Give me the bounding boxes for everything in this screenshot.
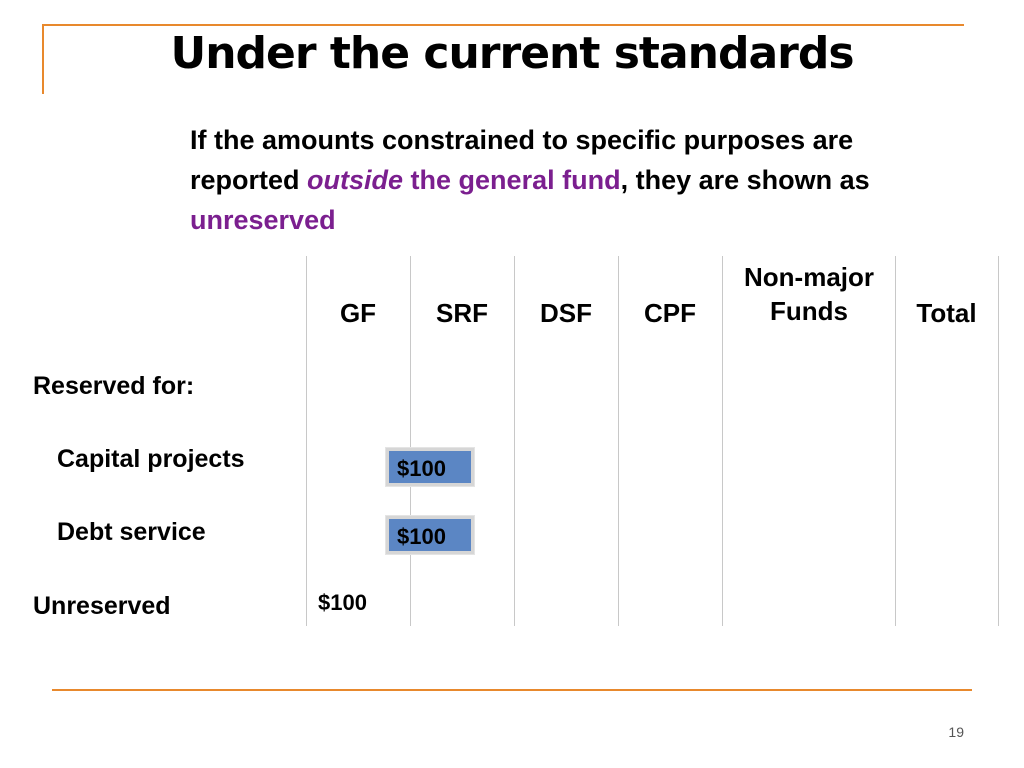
- column-divider: [722, 256, 723, 626]
- slide-subtitle: If the amounts constrained to specific p…: [190, 120, 910, 240]
- unreserved-gf-value: $100: [318, 590, 367, 615]
- column-header-dsf: DSF: [540, 298, 592, 328]
- column-header-cpf: CPF: [644, 298, 696, 328]
- page-number: 19: [948, 724, 964, 740]
- row-label-debt-service: Debt service: [57, 518, 206, 546]
- row-label-reserved-for: Reserved for:: [33, 372, 195, 400]
- subtitle-text-1: If the amounts constrained to specific p…: [190, 125, 854, 195]
- row-label-capital-projects: Capital projects: [57, 445, 245, 473]
- column-header-gf: GF: [339, 298, 377, 328]
- column-divider: [998, 256, 999, 626]
- subtitle-text-2: , they are shown as: [620, 165, 870, 195]
- capital-projects-value-box: $100: [386, 448, 474, 486]
- column-divider: [895, 256, 896, 626]
- column-divider: [618, 256, 619, 626]
- column-divider: [306, 256, 307, 626]
- slide-title: Under the current standards: [170, 28, 854, 79]
- title-frame-top-line: [42, 24, 964, 26]
- title-frame-left-line: [42, 24, 44, 94]
- column-header-total: Total: [916, 298, 977, 328]
- subtitle-general-fund: the general fund: [403, 165, 621, 195]
- column-divider: [410, 256, 411, 626]
- column-header-srf: SRF: [436, 298, 488, 328]
- column-header-nonmajor: Non-major Funds: [744, 262, 874, 326]
- column-divider: [514, 256, 515, 626]
- subtitle-unreserved: unreserved: [190, 205, 336, 235]
- row-label-unreserved: Unreserved: [33, 592, 171, 620]
- debt-service-value-box: $100: [386, 516, 474, 554]
- subtitle-outside: outside: [307, 165, 404, 195]
- footer-divider: [52, 689, 972, 691]
